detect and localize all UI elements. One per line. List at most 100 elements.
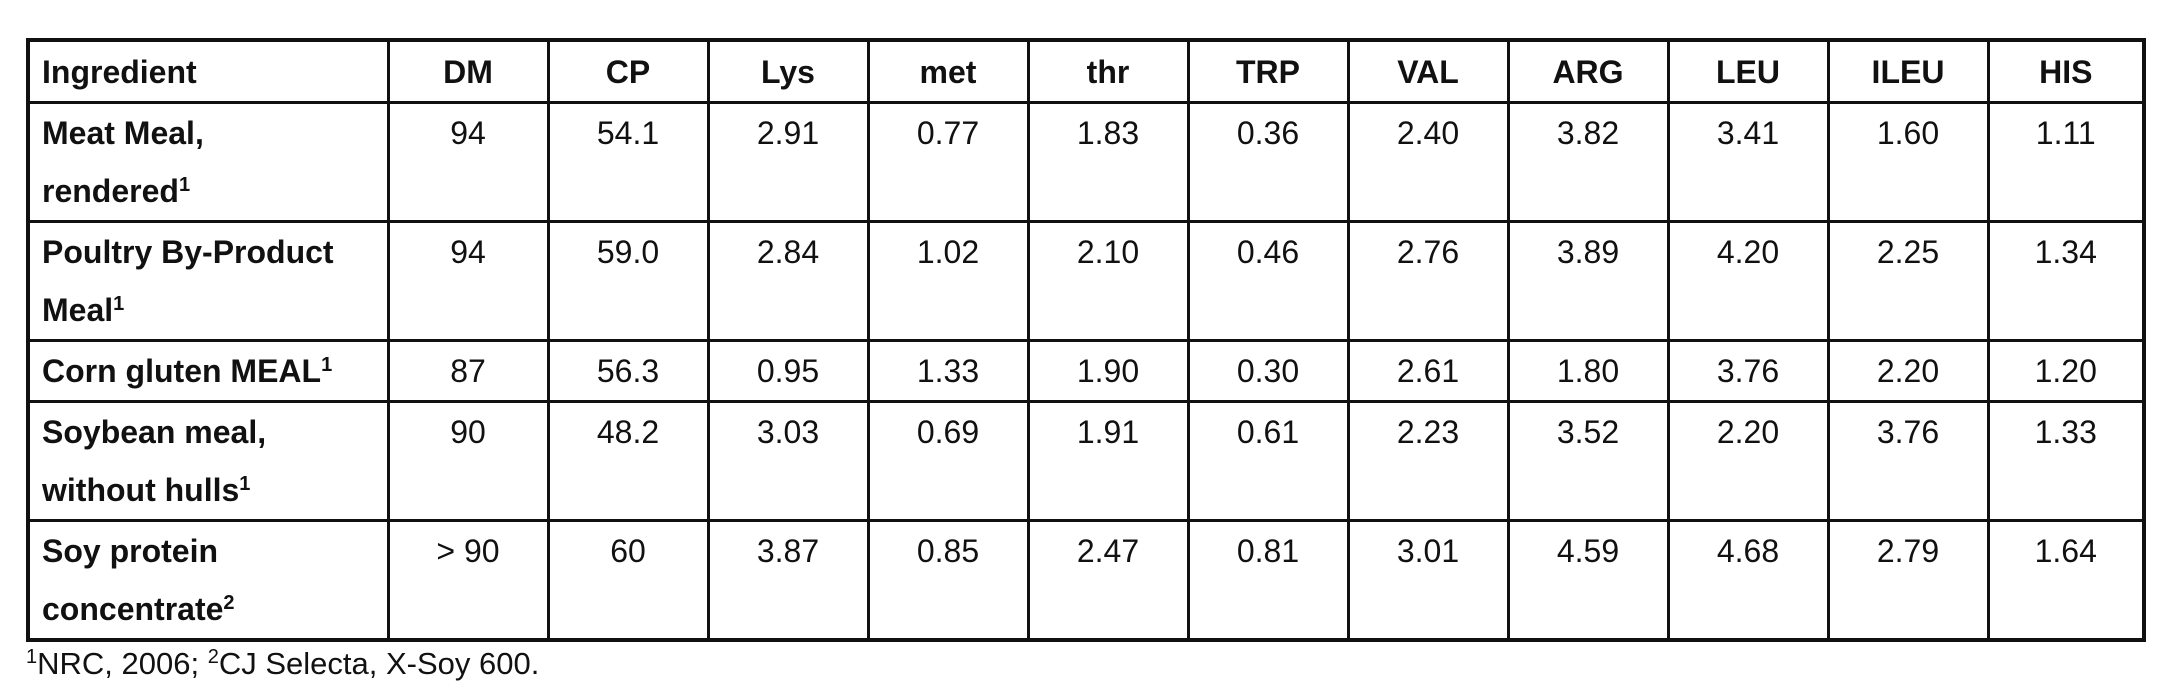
value-cell-his: 1.34 [1986, 220, 2146, 342]
ingredient-name-text: concentrate [42, 591, 224, 627]
value-cell-arg: 1.80 [1506, 339, 1670, 403]
ingredient-name-cell: Corn gluten MEAL1 [26, 339, 390, 403]
ingredient-name-line: rendered1 [42, 162, 381, 220]
table-body: Meat Meal, rendered1 94 54.1 2.91 0.77 1.83 0.3… [26, 101, 2146, 642]
value-cell-met: 1.02 [866, 220, 1030, 342]
column-header-trp: TRP [1186, 38, 1350, 104]
ingredient-name-line: Meat Meal, [42, 104, 381, 162]
value-cell-his: 1.64 [1986, 519, 2146, 642]
value-cell-cp: 54.1 [546, 101, 710, 223]
ingredient-name-text: Soybean meal, [42, 414, 267, 450]
value-cell-dm: 87 [386, 339, 550, 403]
value-cell-dm: 94 [386, 101, 550, 223]
value-cell-lys: 0.95 [706, 339, 870, 403]
table-row: Meat Meal, rendered1 94 54.1 2.91 0.77 1.83 0.3… [26, 101, 2146, 223]
column-header-thr: thr [1026, 38, 1190, 104]
value-cell-leu: 4.68 [1666, 519, 1830, 642]
value-cell-met: 0.69 [866, 400, 1030, 522]
footnote-marker-1: 1 [26, 646, 38, 668]
value-cell-ileu: 3.76 [1826, 400, 1990, 522]
header-row: Ingredient DM CP Lys met thr TRP VAL ARG LEU ILEU H… [26, 38, 2146, 104]
table-footnote: 1NRC, 2006; 2CJ Selecta, X-Soy 600. [26, 644, 539, 684]
ingredient-name-text: Soy protein [42, 533, 219, 569]
value-cell-val: 2.23 [1346, 400, 1510, 522]
value-cell-dm: 90 [386, 400, 550, 522]
value-cell-val: 2.76 [1346, 220, 1510, 342]
value-cell-dm: 94 [386, 220, 550, 342]
ingredient-name-cell: Soy protein concentrate2 [26, 519, 390, 642]
value-cell-met: 0.85 [866, 519, 1030, 642]
ingredient-name-text: Poultry By-Product [42, 234, 334, 270]
value-cell-his: 1.20 [1986, 339, 2146, 403]
column-header-his: HIS [1986, 38, 2146, 104]
value-cell-his: 1.33 [1986, 400, 2146, 522]
value-cell-arg: 3.89 [1506, 220, 1670, 342]
footnote-text-2: CJ Selecta, X-Soy 600. [218, 646, 540, 681]
value-cell-val: 2.61 [1346, 339, 1510, 403]
ingredient-name-text: rendered [42, 173, 179, 209]
value-cell-lys: 3.03 [706, 400, 870, 522]
value-cell-leu: 3.41 [1666, 101, 1830, 223]
ingredient-name-line: Corn gluten MEAL1 [42, 342, 381, 400]
ingredient-name-line: without hulls1 [42, 461, 381, 519]
footnote-text-1: NRC, 2006; [37, 646, 208, 681]
value-cell-trp: 0.81 [1186, 519, 1350, 642]
footnote-reference: 2 [223, 592, 235, 614]
value-cell-leu: 3.76 [1666, 339, 1830, 403]
value-cell-ileu: 1.60 [1826, 101, 1990, 223]
ingredient-name-line: Soy protein [42, 522, 381, 580]
table-row: Soybean meal, without hulls1 90 48.2 3.03 0.6… [26, 400, 2146, 522]
footnote-reference: 1 [178, 174, 191, 196]
column-header-cp: CP [546, 38, 710, 104]
value-cell-met: 0.77 [866, 101, 1030, 223]
value-cell-thr: 1.90 [1026, 339, 1190, 403]
value-cell-thr: 2.10 [1026, 220, 1190, 342]
ingredient-name-cell: Meat Meal, rendered1 [26, 101, 390, 223]
value-cell-leu: 4.20 [1666, 220, 1830, 342]
column-header-dm: DM [386, 38, 550, 104]
value-cell-ileu: 2.25 [1826, 220, 1990, 342]
footnote-reference: 1 [321, 354, 333, 376]
footnote-marker-2: 2 [207, 646, 219, 668]
column-header-val: VAL [1346, 38, 1510, 104]
column-header-ileu: ILEU [1826, 38, 1990, 104]
ingredient-name-text: Corn gluten MEAL [42, 353, 322, 389]
amino-acid-table: Ingredient DM CP Lys met thr TRP VAL ARG LEU ILEU H… [26, 38, 2146, 642]
column-header-ingredient: Ingredient [26, 38, 390, 104]
column-header-lys: Lys [706, 38, 870, 104]
ingredient-name-text: without hulls [42, 472, 240, 508]
ingredient-name-line: Meal1 [42, 281, 381, 339]
value-cell-cp: 56.3 [546, 339, 710, 403]
value-cell-thr: 1.91 [1026, 400, 1190, 522]
value-cell-leu: 2.20 [1666, 400, 1830, 522]
ingredient-name-line: Soybean meal, [42, 403, 381, 461]
value-cell-arg: 3.82 [1506, 101, 1670, 223]
value-cell-lys: 2.91 [706, 101, 870, 223]
value-cell-arg: 4.59 [1506, 519, 1670, 642]
value-cell-cp: 60 [546, 519, 710, 642]
table-row: Corn gluten MEAL1 87 56.3 0.95 1.33 1.90 0.30 2… [26, 339, 2146, 403]
table-container: Ingredient DM CP Lys met thr TRP VAL ARG LEU ILEU H… [26, 38, 2146, 642]
value-cell-val: 3.01 [1346, 519, 1510, 642]
value-cell-cp: 59.0 [546, 220, 710, 342]
value-cell-cp: 48.2 [546, 400, 710, 522]
column-header-met: met [866, 38, 1030, 104]
value-cell-his: 1.11 [1986, 101, 2146, 223]
ingredient-name-text: Meal [42, 292, 114, 328]
column-header-arg: ARG [1506, 38, 1670, 104]
table-row: Soy protein concentrate2 > 90 60 3.87 0.85 2.4… [26, 519, 2146, 642]
ingredient-name-cell: Soybean meal, without hulls1 [26, 400, 390, 522]
ingredient-name-line: concentrate2 [42, 580, 381, 638]
footnote-reference: 1 [113, 293, 125, 315]
value-cell-ileu: 2.79 [1826, 519, 1990, 642]
value-cell-trp: 0.46 [1186, 220, 1350, 342]
ingredient-name-line: Poultry By-Product [42, 223, 381, 281]
value-cell-thr: 1.83 [1026, 101, 1190, 223]
value-cell-val: 2.40 [1346, 101, 1510, 223]
footnote-reference: 1 [239, 473, 251, 495]
table-row: Poultry By-Product Meal1 94 59.0 2.84 1.02 2.1… [26, 220, 2146, 342]
value-cell-arg: 3.52 [1506, 400, 1670, 522]
value-cell-trp: 0.36 [1186, 101, 1350, 223]
value-cell-met: 1.33 [866, 339, 1030, 403]
ingredient-name-cell: Poultry By-Product Meal1 [26, 220, 390, 342]
